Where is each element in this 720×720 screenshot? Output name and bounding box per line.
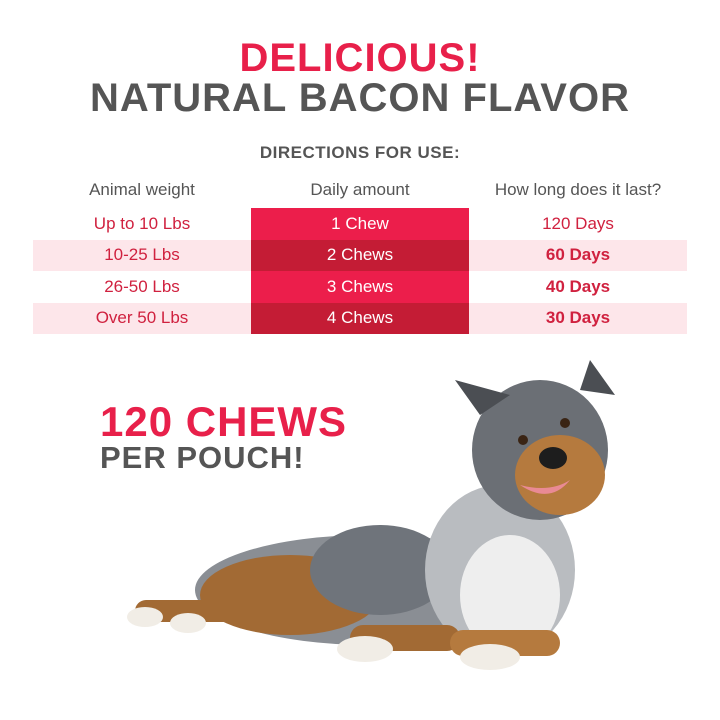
promo-count: 120 CHEWS [100,398,348,445]
duration-cell: 60 Days [545,245,611,265]
duration-cell: 120 Days [542,213,614,233]
duration-cell: 30 Days [545,308,611,328]
column-header-weight: Animal weight [89,180,195,199]
directions-title: DIRECTIONS FOR USE: [259,143,461,162]
table-row: Up to 10 Lbs 1 Chew 120 Days [33,208,687,240]
amount-cell: 2 Chews [251,239,469,271]
amount-cell: 4 Chews [251,302,469,334]
table-row: Over 50 Lbs 4 Chews 30 Days [33,302,687,334]
amount-cell: 3 Chews [251,271,469,303]
weight-cell: 10-25 Lbs [104,245,180,265]
weight-cell: Over 50 Lbs [95,308,189,328]
table-row: 10-25 Lbs 2 Chews 60 Days [33,239,687,271]
duration-cell: 40 Days [545,276,611,296]
column-header-amount: Daily amount [310,180,410,199]
promo-per-pouch: PER POUCH! [100,440,305,475]
column-header-duration: How long does it last? [494,180,662,199]
weight-cell: Up to 10 Lbs [93,213,191,233]
headline-delicious: DELICIOUS! [239,36,481,80]
amount-cell: 1 Chew [251,208,469,240]
weight-cell: 26-50 Lbs [104,276,180,296]
headline-flavor: NATURAL BACON FLAVOR [90,76,630,120]
table-row: 26-50 Lbs 3 Chews 40 Days [33,271,687,303]
dog-image [127,360,615,670]
